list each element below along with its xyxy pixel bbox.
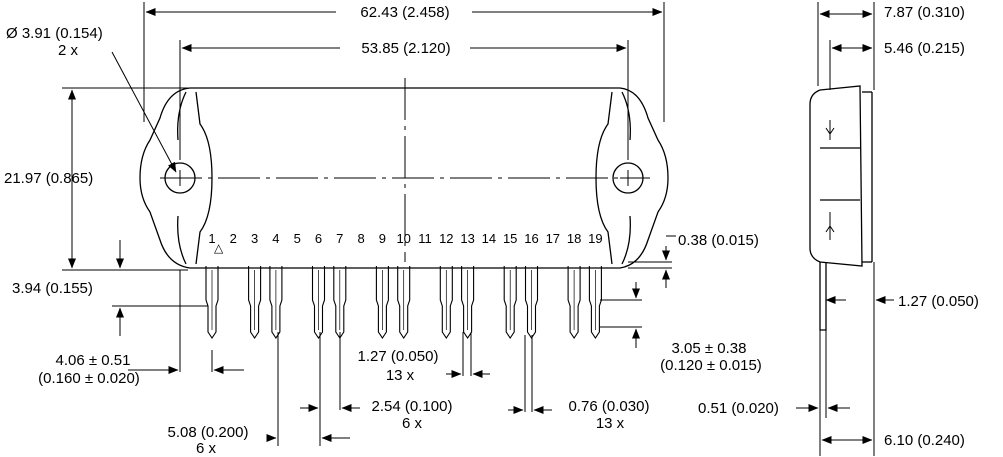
lead-offset-label-1: 4.06 ± 0.51 xyxy=(55,352,131,369)
pin-number-14: 14 xyxy=(481,231,497,246)
pin1-marker: △ xyxy=(214,241,224,255)
pin-number-18: 18 xyxy=(566,231,582,246)
pin-number-5: 5 xyxy=(293,231,301,246)
side-total-label: 7.87 (0.310) xyxy=(884,4,965,21)
lead-9 xyxy=(375,266,389,339)
side-body-label: 5.46 (0.215) xyxy=(884,40,965,57)
pin-number-4: 4 xyxy=(272,231,280,246)
side-lead-thk-label: 0.51 (0.020) xyxy=(698,400,779,417)
pin-number-17: 17 xyxy=(545,231,561,246)
pin-number-15: 15 xyxy=(502,231,518,246)
lead-offset-label-2: (0.160 ± 0.020) xyxy=(38,370,140,387)
body-height-label: 21.97 (0.865) xyxy=(4,170,94,187)
pin-number-16: 16 xyxy=(524,231,539,246)
pin-number-7: 7 xyxy=(336,231,344,246)
side-lead-label: 1.27 (0.050) xyxy=(898,293,979,310)
lead-4 xyxy=(269,266,283,339)
lead-standoff-label: 3.94 (0.155) xyxy=(12,280,93,297)
pitch-508-label: 5.08 (0.200) xyxy=(167,424,249,441)
hole-count-label: 2 x xyxy=(58,42,79,59)
pin-number-10: 10 xyxy=(396,231,411,246)
tip-length-label-1: 3.05 ± 0.38 xyxy=(671,340,747,357)
pin-number-3: 3 xyxy=(250,231,259,246)
pitch-254-label: 2.54 (0.100) xyxy=(371,398,453,415)
lead-1 xyxy=(205,266,219,339)
lead-width-label: 0.76 (0.030) xyxy=(568,398,650,415)
lead-12 xyxy=(439,266,453,339)
side-bottom-label: 6.10 (0.240) xyxy=(884,432,965,449)
hole-pitch-label: 53.85 (2.120) xyxy=(361,40,451,57)
pitch-508-count: 6 x xyxy=(195,440,216,457)
lead-width-count: 13 x xyxy=(595,415,625,432)
pitch-254-count: 6 x xyxy=(401,415,422,432)
tip-length-label-2: (0.120 ± 0.015) xyxy=(660,357,762,374)
pin-number-2: 2 xyxy=(229,231,237,246)
lead-13 xyxy=(461,266,475,339)
lead-thickness-label: 0.38 (0.015) xyxy=(678,232,759,249)
pin-number-8: 8 xyxy=(357,231,365,246)
lead-15 xyxy=(503,266,517,339)
side-view-body xyxy=(809,85,863,267)
pin-number-12: 12 xyxy=(439,231,454,246)
pin-number-13: 13 xyxy=(460,231,475,246)
hole-diameter-label: Ø 3.91 (0.154) xyxy=(6,25,103,42)
leads xyxy=(205,266,602,339)
pitch-127-count: 13 x xyxy=(385,367,415,384)
lead-6 xyxy=(311,266,326,339)
pin-number-6: 6 xyxy=(314,231,323,246)
lead-18 xyxy=(567,266,581,339)
lead-3 xyxy=(248,266,262,339)
pin-number-19: 19 xyxy=(588,231,603,246)
lead-10 xyxy=(397,266,411,339)
pitch-127-label: 1.27 (0.050) xyxy=(357,348,439,365)
overall-length-label: 62.43 (2.458) xyxy=(360,4,450,21)
pin-number-11: 11 xyxy=(418,231,432,246)
pin-number-9: 9 xyxy=(378,231,386,246)
package-body xyxy=(139,87,669,269)
lead-19 xyxy=(588,266,602,339)
pin-number-1: 1 xyxy=(208,231,216,246)
